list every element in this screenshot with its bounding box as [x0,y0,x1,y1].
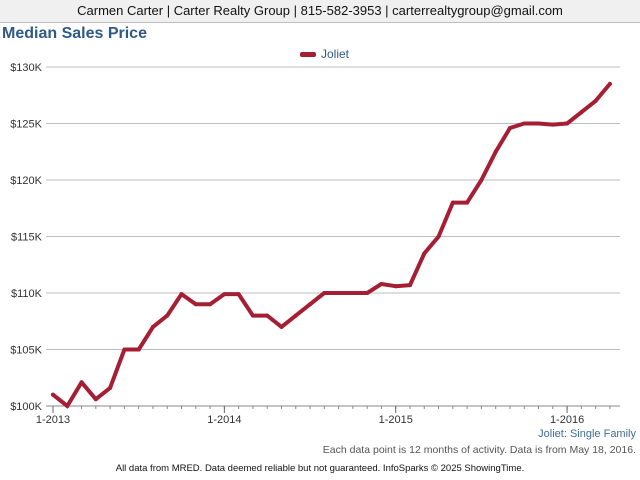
legend-swatch-joliet [300,51,316,57]
y-tick-label: $100K [10,401,42,413]
data-point [93,397,98,402]
data-point [308,302,313,307]
y-tick-label: $120K [10,175,42,187]
data-point [65,404,70,408]
data-point [108,385,113,390]
chart-title: Median Sales Price [2,25,147,42]
data-point [51,392,55,397]
data-point [365,291,370,295]
data-point [408,283,412,288]
series-line-joliet [51,81,612,408]
footnote: Each data point is 12 months of activity… [322,444,636,456]
data-point [136,347,141,352]
data-point [265,313,270,318]
data-point [236,292,241,297]
x-tick-label: 1-2016 [550,414,584,426]
data-point [165,313,170,318]
data-point [293,313,298,318]
y-tick-label: $105K [10,345,42,357]
data-point [507,126,512,131]
data-point [593,98,598,103]
legend: Joliet [300,45,349,63]
data-point [193,302,198,307]
data-point [393,284,398,289]
series-caption: Joliet: Single Family [538,428,636,440]
data-point [422,251,427,256]
data-point [479,178,484,182]
data-point [222,292,227,297]
y-tick-label: $110K [11,288,43,300]
x-tick-label: 1-2015 [379,414,413,426]
y-tick-label: $130K [10,62,42,74]
contact-banner: Carmen Carter | Carter Realty Group | 81… [0,0,640,23]
data-point [336,291,341,295]
data-point [350,291,355,295]
data-point [379,281,384,286]
legend-label-joliet: Joliet [321,47,350,61]
data-point [322,291,327,295]
data-point [179,292,184,297]
data-point [208,302,213,307]
data-point [536,121,541,126]
data-point [436,234,441,239]
x-tick-label: 1-2014 [207,414,241,426]
data-point [250,313,255,318]
data-point [565,121,570,126]
y-tick-label: $115K [11,232,43,244]
data-point [150,324,155,329]
data-point [522,121,527,126]
data-point [279,324,284,329]
data-point [579,110,584,115]
x-tick-label: 1-2013 [36,414,70,426]
data-point [122,347,127,352]
data-point [465,200,470,205]
data-point [493,149,498,154]
disclaimer: All data from MRED. Data deemed reliable… [115,463,525,474]
data-point [450,200,455,205]
data-point [79,380,84,385]
data-point [550,122,555,127]
y-tick-label: $125K [10,119,42,131]
data-point [607,81,612,86]
